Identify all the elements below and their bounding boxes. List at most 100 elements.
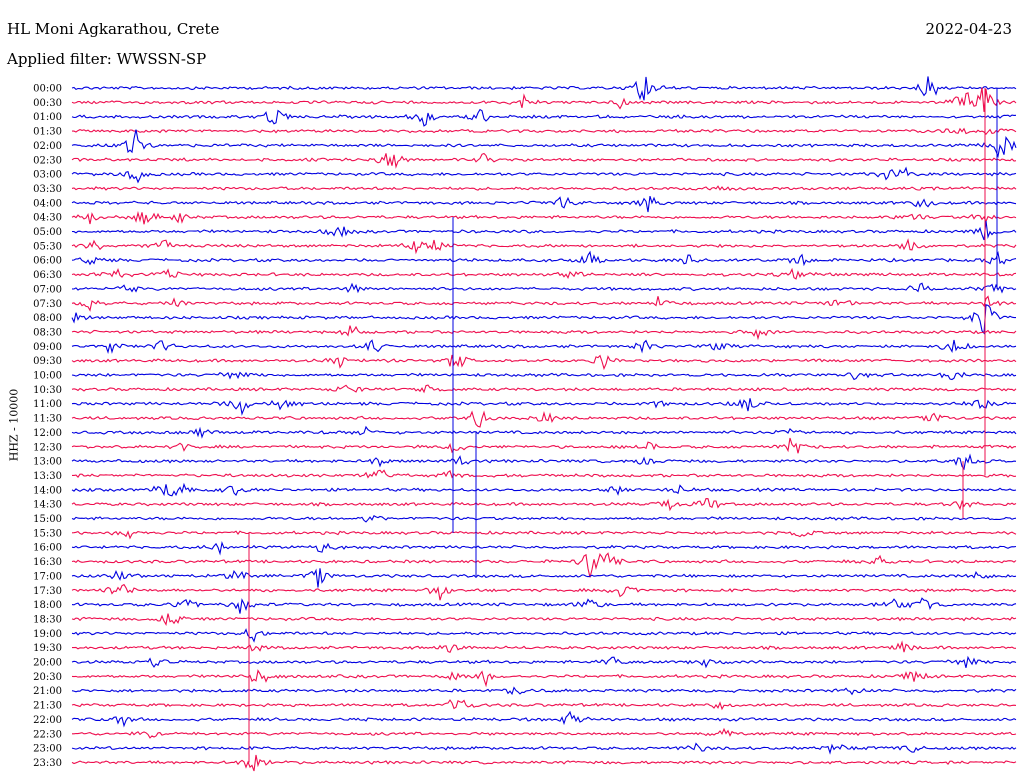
seismogram-trace [71, 710, 1017, 728]
seismogram-trace [71, 76, 1017, 101]
seismogram-trace [72, 127, 1017, 136]
seismogram-trace [71, 742, 1017, 755]
seismogram-trace [72, 469, 1017, 479]
trace-row-1830: 18:30 [33, 613, 1017, 626]
seismogram-trace [71, 354, 1017, 371]
time-tick-label: 12:30 [33, 442, 62, 453]
seismogram-trace [71, 325, 1017, 341]
seismogram-trace [71, 540, 1017, 556]
time-tick-label: 12:00 [33, 428, 62, 439]
seismogram-trace [71, 410, 1017, 428]
trace-row-2230: 22:30 [33, 727, 1017, 740]
time-tick-label: 09:00 [33, 342, 62, 353]
trace-row-2330: 23:30 [33, 754, 1017, 772]
trace-row-0730: 07:30 [33, 295, 1017, 312]
seismogram-trace [71, 552, 1017, 578]
time-tick-label: 10:30 [33, 385, 62, 396]
seismogram-trace [71, 686, 1017, 696]
trace-row-1100: 11:00 [33, 398, 1017, 416]
seismogram-trace [71, 210, 1017, 225]
trace-row-1500: 15:00 [33, 514, 1017, 525]
trace-row-0700: 07:00 [33, 282, 1017, 295]
seismogram-trace [72, 640, 1017, 654]
trace-row-0300: 03:00 [33, 166, 1017, 184]
filter-label: Applied filter: WWSSN-SP [7, 50, 207, 68]
time-tick-label: 00:30 [33, 98, 62, 109]
seismogram-trace [71, 195, 1017, 213]
seismogram-trace [71, 669, 1017, 688]
time-tick-label: 11:30 [33, 414, 62, 425]
time-tick-label: 00:00 [33, 84, 62, 95]
trace-row-0600: 06:00 [33, 250, 1017, 267]
seismogram-trace [71, 282, 1017, 294]
seismogram-trace [71, 754, 1017, 772]
time-tick-label: 06:00 [33, 256, 62, 267]
record-date: 2022-04-23 [925, 20, 1012, 38]
seismogram-trace [71, 267, 1017, 280]
time-tick-label: 11:00 [33, 399, 62, 410]
trace-row-1400: 14:00 [33, 482, 1017, 497]
time-tick-label: 13:00 [33, 457, 62, 468]
time-tick-label: 02:30 [33, 155, 62, 166]
seismogram-trace [71, 613, 1017, 626]
seismogram-trace [71, 304, 1016, 335]
trace-row-0400: 04:00 [33, 195, 1017, 213]
trace-row-1930: 19:30 [33, 640, 1017, 654]
time-tick-label: 01:30 [33, 127, 62, 138]
seismogram-trace [71, 628, 1017, 643]
time-tick-label: 04:30 [33, 213, 62, 224]
time-tick-label: 04:00 [33, 198, 62, 209]
time-tick-label: 20:30 [33, 672, 62, 683]
trace-row-2200: 22:00 [33, 710, 1017, 728]
trace-row-1530: 15:30 [33, 528, 1017, 540]
trace-row-1130: 11:30 [33, 410, 1017, 428]
time-tick-label: 05:00 [33, 227, 62, 238]
trace-row-0330: 03:30 [33, 184, 1017, 195]
trace-row-1300: 13:00 [33, 453, 1017, 471]
time-tick-label: 10:00 [33, 371, 62, 382]
trace-row-1800: 18:00 [33, 597, 1017, 614]
trace-row-0200: 02:00 [33, 129, 1017, 159]
trace-row-2000: 20:00 [33, 655, 1017, 669]
time-tick-label: 15:30 [33, 528, 62, 539]
trace-row-1030: 10:30 [33, 384, 1017, 396]
time-tick-label: 03:30 [33, 184, 62, 195]
time-tick-label: 19:00 [33, 629, 62, 640]
trace-row-0030: 00:30 [33, 87, 1017, 112]
trace-row-1700: 17:00 [33, 568, 1017, 588]
time-tick-label: 21:30 [33, 701, 62, 712]
trace-row-0830: 08:30 [33, 325, 1017, 341]
time-tick-label: 08:30 [33, 327, 62, 338]
trace-row-1900: 19:00 [33, 628, 1017, 643]
trace-row-2100: 21:00 [33, 686, 1017, 697]
time-tick-label: 14:30 [33, 500, 62, 511]
trace-row-0500: 05:00 [33, 220, 1017, 241]
seismogram-trace [71, 339, 1017, 355]
seismogram-trace [71, 655, 1017, 669]
seismogram-trace [71, 515, 1017, 523]
time-tick-label: 19:30 [33, 643, 62, 654]
seismogram-trace [72, 727, 1017, 739]
trace-row-0430: 04:30 [33, 210, 1017, 225]
seismogram-trace [71, 152, 1017, 169]
time-tick-label: 08:00 [33, 313, 62, 324]
seismogram-trace [71, 371, 1017, 381]
trace-row-1430: 14:30 [33, 498, 1017, 512]
seismogram-trace [71, 437, 1016, 454]
trace-row-2030: 20:30 [33, 669, 1017, 688]
seismogram-trace [71, 185, 1017, 192]
seismogram-trace [71, 129, 1017, 159]
time-tick-label: 18:30 [33, 614, 62, 625]
time-tick-label: 23:00 [33, 744, 62, 755]
seismogram-trace [71, 166, 1017, 184]
time-tick-label: 02:00 [33, 141, 62, 152]
time-tick-label: 16:30 [33, 557, 62, 568]
time-tick-label: 17:30 [33, 586, 62, 597]
seismogram-trace [71, 699, 1017, 711]
time-tick-label: 05:30 [33, 241, 62, 252]
trace-row-1630: 16:30 [33, 552, 1017, 578]
seismogram-trace [71, 295, 1017, 312]
trace-row-1230: 12:30 [33, 437, 1016, 454]
